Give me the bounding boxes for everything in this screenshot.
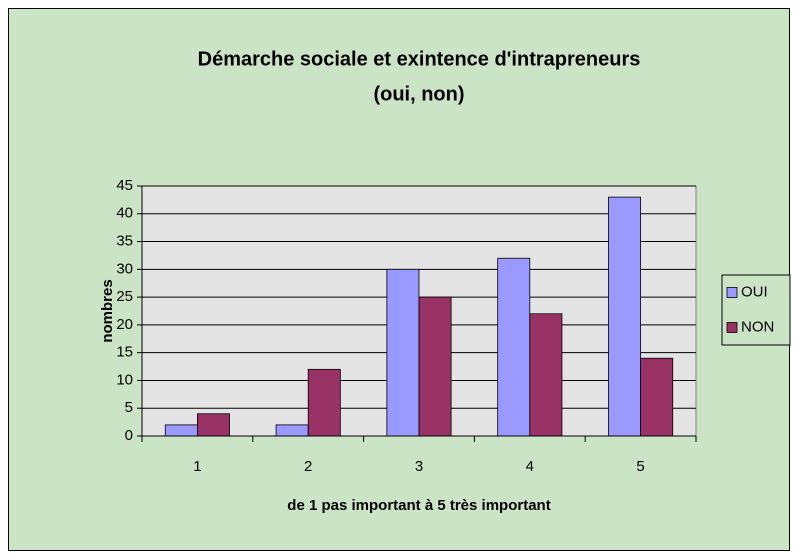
- bar: [196, 413, 230, 437]
- x-tick-label: 2: [304, 458, 312, 475]
- bar: [640, 357, 674, 437]
- bar: [608, 196, 642, 437]
- legend-swatch: [726, 322, 738, 333]
- x-tick-label: 5: [636, 458, 644, 475]
- bar: [497, 257, 531, 437]
- bar: [307, 368, 341, 437]
- chart-title: (oui, non): [373, 83, 464, 105]
- x-tick-label: 1: [193, 458, 201, 475]
- y-tick-label: 35: [116, 233, 133, 250]
- chart-title: Démarche sociale et exintence d'intrapre…: [198, 48, 641, 70]
- x-axis-label: de 1 pas important à 5 très important: [287, 497, 550, 514]
- legend-label: OUI: [741, 283, 768, 300]
- y-axis-label: nombres: [99, 279, 116, 342]
- bar: [418, 296, 452, 437]
- x-tick-label: 3: [415, 458, 423, 475]
- legend-box: [721, 274, 791, 346]
- legend-swatch: [726, 287, 738, 298]
- bar: [275, 424, 309, 437]
- y-tick-label: 15: [116, 344, 133, 361]
- y-tick-label: 5: [125, 399, 133, 416]
- y-tick-label: 25: [116, 288, 133, 305]
- y-tick-label: 45: [116, 177, 133, 194]
- bar: [529, 313, 563, 437]
- y-tick-label: 40: [116, 205, 133, 222]
- y-tick-label: 10: [116, 371, 133, 388]
- y-tick-label: 30: [116, 260, 133, 277]
- x-tick-label: 4: [526, 458, 534, 475]
- bar: [164, 424, 198, 437]
- legend-label: NON: [741, 318, 774, 335]
- bar: [386, 268, 420, 437]
- y-tick-label: 20: [116, 316, 133, 333]
- y-tick-label: 0: [125, 427, 133, 444]
